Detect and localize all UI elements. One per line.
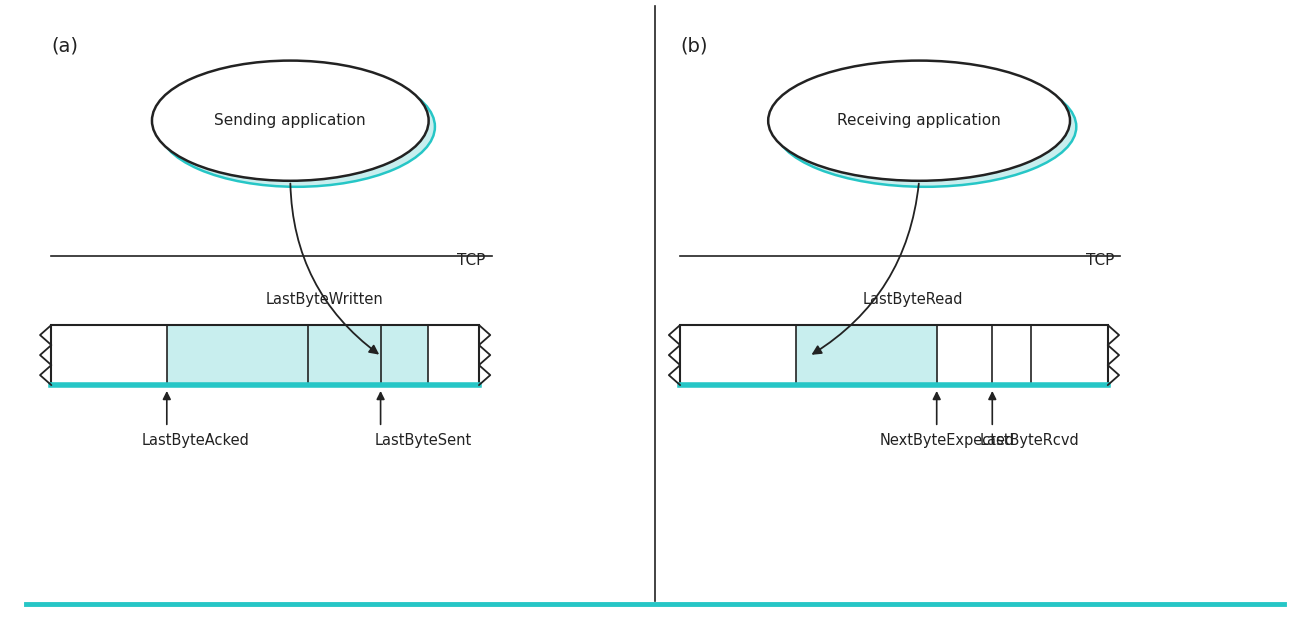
Bar bbox=[795, 325, 937, 385]
Text: (a): (a) bbox=[51, 36, 79, 56]
Bar bbox=[51, 325, 479, 385]
Bar bbox=[166, 325, 427, 385]
Ellipse shape bbox=[774, 66, 1077, 187]
Text: Receiving application: Receiving application bbox=[837, 113, 1001, 128]
Text: LastByteWritten: LastByteWritten bbox=[265, 292, 383, 307]
Text: TCP: TCP bbox=[457, 253, 485, 268]
Bar bbox=[680, 325, 1108, 385]
Text: LastByteRcvd: LastByteRcvd bbox=[980, 433, 1079, 448]
Text: LastByteRead: LastByteRead bbox=[862, 292, 963, 307]
Text: TCP: TCP bbox=[1086, 253, 1114, 268]
Ellipse shape bbox=[768, 61, 1070, 181]
Text: NextByteExpected: NextByteExpected bbox=[880, 433, 1015, 448]
Text: Sending application: Sending application bbox=[215, 113, 365, 128]
Text: LastByteSent: LastByteSent bbox=[375, 433, 472, 448]
Bar bbox=[51, 325, 479, 385]
Ellipse shape bbox=[159, 66, 435, 187]
Text: LastByteAcked: LastByteAcked bbox=[141, 433, 249, 448]
Text: (b): (b) bbox=[680, 36, 707, 56]
Ellipse shape bbox=[152, 61, 428, 181]
Bar bbox=[680, 325, 1108, 385]
